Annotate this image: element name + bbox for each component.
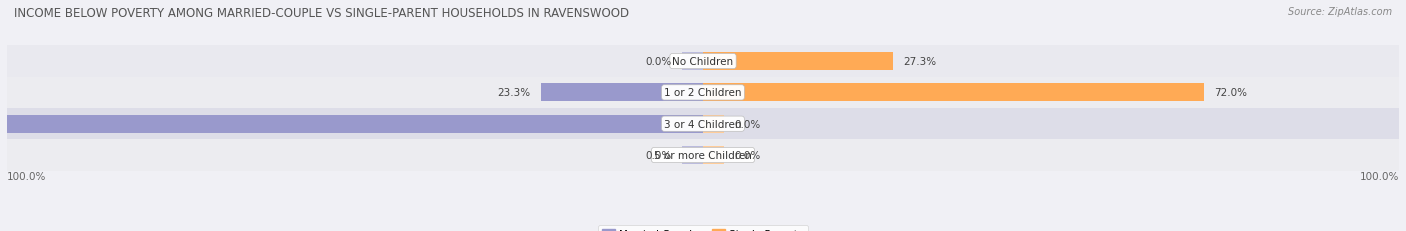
Bar	[7, 109, 1399, 140]
Text: 0.0%: 0.0%	[734, 119, 761, 129]
Bar	[7, 77, 1399, 109]
Text: 0.0%: 0.0%	[734, 150, 761, 160]
Text: 0.0%: 0.0%	[645, 57, 672, 67]
Bar	[7, 140, 1399, 171]
Legend: Married Couples, Single Parents: Married Couples, Single Parents	[599, 225, 807, 231]
Text: 5 or more Children: 5 or more Children	[654, 150, 752, 160]
Text: 27.3%: 27.3%	[904, 57, 936, 67]
Text: 72.0%: 72.0%	[1215, 88, 1247, 98]
Text: No Children: No Children	[672, 57, 734, 67]
Bar	[7, 46, 1399, 77]
Bar	[682, 146, 703, 164]
Text: 100.0%: 100.0%	[7, 172, 46, 182]
Text: INCOME BELOW POVERTY AMONG MARRIED-COUPLE VS SINGLE-PARENT HOUSEHOLDS IN RAVENSW: INCOME BELOW POVERTY AMONG MARRIED-COUPL…	[14, 7, 630, 20]
Bar	[703, 84, 1204, 102]
Text: 0.0%: 0.0%	[645, 150, 672, 160]
Text: 1 or 2 Children: 1 or 2 Children	[664, 88, 742, 98]
Bar	[703, 115, 724, 133]
Bar	[703, 146, 724, 164]
Bar	[7, 115, 703, 133]
Text: 23.3%: 23.3%	[498, 88, 530, 98]
Text: 3 or 4 Children: 3 or 4 Children	[664, 119, 742, 129]
Bar	[703, 53, 893, 71]
Bar	[541, 84, 703, 102]
Text: Source: ZipAtlas.com: Source: ZipAtlas.com	[1288, 7, 1392, 17]
Bar	[682, 53, 703, 71]
Text: 100.0%: 100.0%	[1360, 172, 1399, 182]
